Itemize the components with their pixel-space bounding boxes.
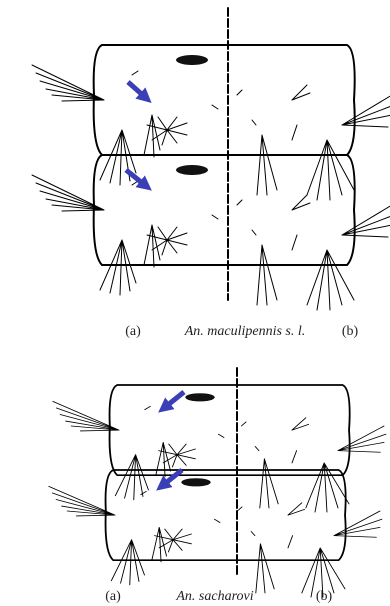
segment — [53, 385, 386, 512]
label-b: (b) — [316, 589, 333, 604]
arrow — [164, 392, 184, 408]
label-a: (a) — [105, 589, 121, 604]
arrow — [128, 82, 146, 98]
figure: (a) An. maculipennis s. l. (b) (a) An. s… — [0, 0, 390, 606]
segment — [32, 155, 390, 310]
species-name: An. maculipennis s. l. — [184, 324, 306, 339]
label-b: (b) — [342, 324, 359, 339]
species-name: An. sacharovi — [175, 589, 253, 604]
label-a: (a) — [125, 324, 141, 339]
segment — [32, 45, 390, 200]
